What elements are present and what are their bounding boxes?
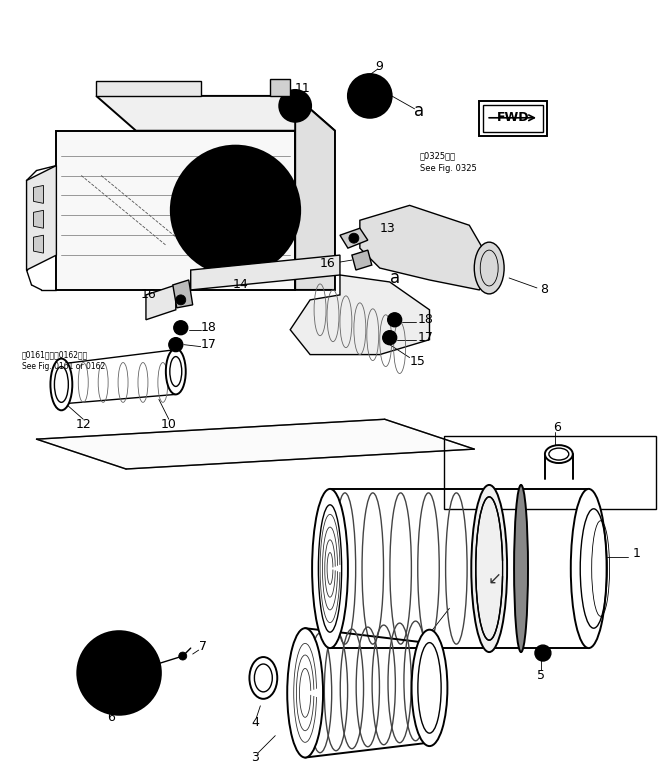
Text: See Fig. 0161 or 0162: See Fig. 0161 or 0162 xyxy=(22,362,105,371)
Text: 17: 17 xyxy=(418,331,434,344)
Text: 図0325参照: 図0325参照 xyxy=(420,151,455,160)
Ellipse shape xyxy=(312,489,348,648)
Text: 17: 17 xyxy=(201,338,216,351)
Polygon shape xyxy=(295,96,335,290)
Text: See Fig. 0325: See Fig. 0325 xyxy=(420,164,476,173)
Circle shape xyxy=(279,90,311,122)
Circle shape xyxy=(174,321,188,334)
Text: 図0161または0162参照: 図0161または0162参照 xyxy=(22,350,88,359)
Text: 4: 4 xyxy=(252,716,260,729)
Circle shape xyxy=(179,652,187,660)
Ellipse shape xyxy=(166,349,186,394)
Circle shape xyxy=(169,337,183,351)
Text: 7: 7 xyxy=(199,640,207,653)
Ellipse shape xyxy=(50,358,72,410)
Polygon shape xyxy=(290,275,430,354)
Text: FWD: FWD xyxy=(496,111,530,124)
Text: 18: 18 xyxy=(418,313,434,326)
Text: 2: 2 xyxy=(426,632,434,644)
Polygon shape xyxy=(26,166,56,270)
Polygon shape xyxy=(146,285,176,320)
Text: 1: 1 xyxy=(632,547,640,560)
Polygon shape xyxy=(340,229,368,249)
Polygon shape xyxy=(34,210,44,229)
Text: Turbocharger: Turbocharger xyxy=(206,210,265,219)
Text: 16: 16 xyxy=(141,288,157,301)
Polygon shape xyxy=(352,250,372,270)
Polygon shape xyxy=(360,206,494,290)
Circle shape xyxy=(383,331,397,344)
Ellipse shape xyxy=(571,489,606,648)
Polygon shape xyxy=(173,280,193,308)
Polygon shape xyxy=(34,186,44,203)
Ellipse shape xyxy=(514,485,528,652)
Text: 5: 5 xyxy=(537,670,545,683)
Text: 3: 3 xyxy=(252,751,260,764)
Ellipse shape xyxy=(474,242,504,294)
Text: 6: 6 xyxy=(553,421,561,433)
Ellipse shape xyxy=(471,485,507,652)
Text: 18: 18 xyxy=(201,321,216,334)
Text: 9: 9 xyxy=(375,60,383,73)
Polygon shape xyxy=(96,96,335,130)
Polygon shape xyxy=(96,81,201,96)
Ellipse shape xyxy=(250,657,277,699)
Text: 10: 10 xyxy=(161,418,177,431)
Text: 14: 14 xyxy=(232,278,248,291)
Ellipse shape xyxy=(412,630,448,746)
Text: ターボチャージャ: ターボチャージャ xyxy=(216,192,256,201)
Text: ): ) xyxy=(245,241,250,255)
Polygon shape xyxy=(34,235,44,253)
Circle shape xyxy=(349,233,359,243)
Circle shape xyxy=(176,295,186,304)
Polygon shape xyxy=(56,130,295,290)
Text: a: a xyxy=(414,102,424,120)
Text: 12: 12 xyxy=(75,418,91,431)
Polygon shape xyxy=(191,255,340,290)
Text: 13: 13 xyxy=(380,222,396,235)
Text: 16: 16 xyxy=(320,256,336,269)
Ellipse shape xyxy=(287,628,323,758)
Text: 11: 11 xyxy=(295,82,310,95)
Text: 8: 8 xyxy=(540,284,548,296)
Polygon shape xyxy=(36,420,474,469)
Polygon shape xyxy=(479,101,547,136)
Text: 6: 6 xyxy=(107,711,115,724)
Circle shape xyxy=(348,74,392,118)
Text: ↙: ↙ xyxy=(487,569,501,588)
Circle shape xyxy=(171,146,300,275)
Circle shape xyxy=(535,645,551,661)
Ellipse shape xyxy=(545,445,573,463)
Text: 15: 15 xyxy=(410,355,426,368)
Circle shape xyxy=(77,631,161,715)
Text: a: a xyxy=(390,269,400,287)
Circle shape xyxy=(388,313,402,327)
Polygon shape xyxy=(270,79,290,96)
